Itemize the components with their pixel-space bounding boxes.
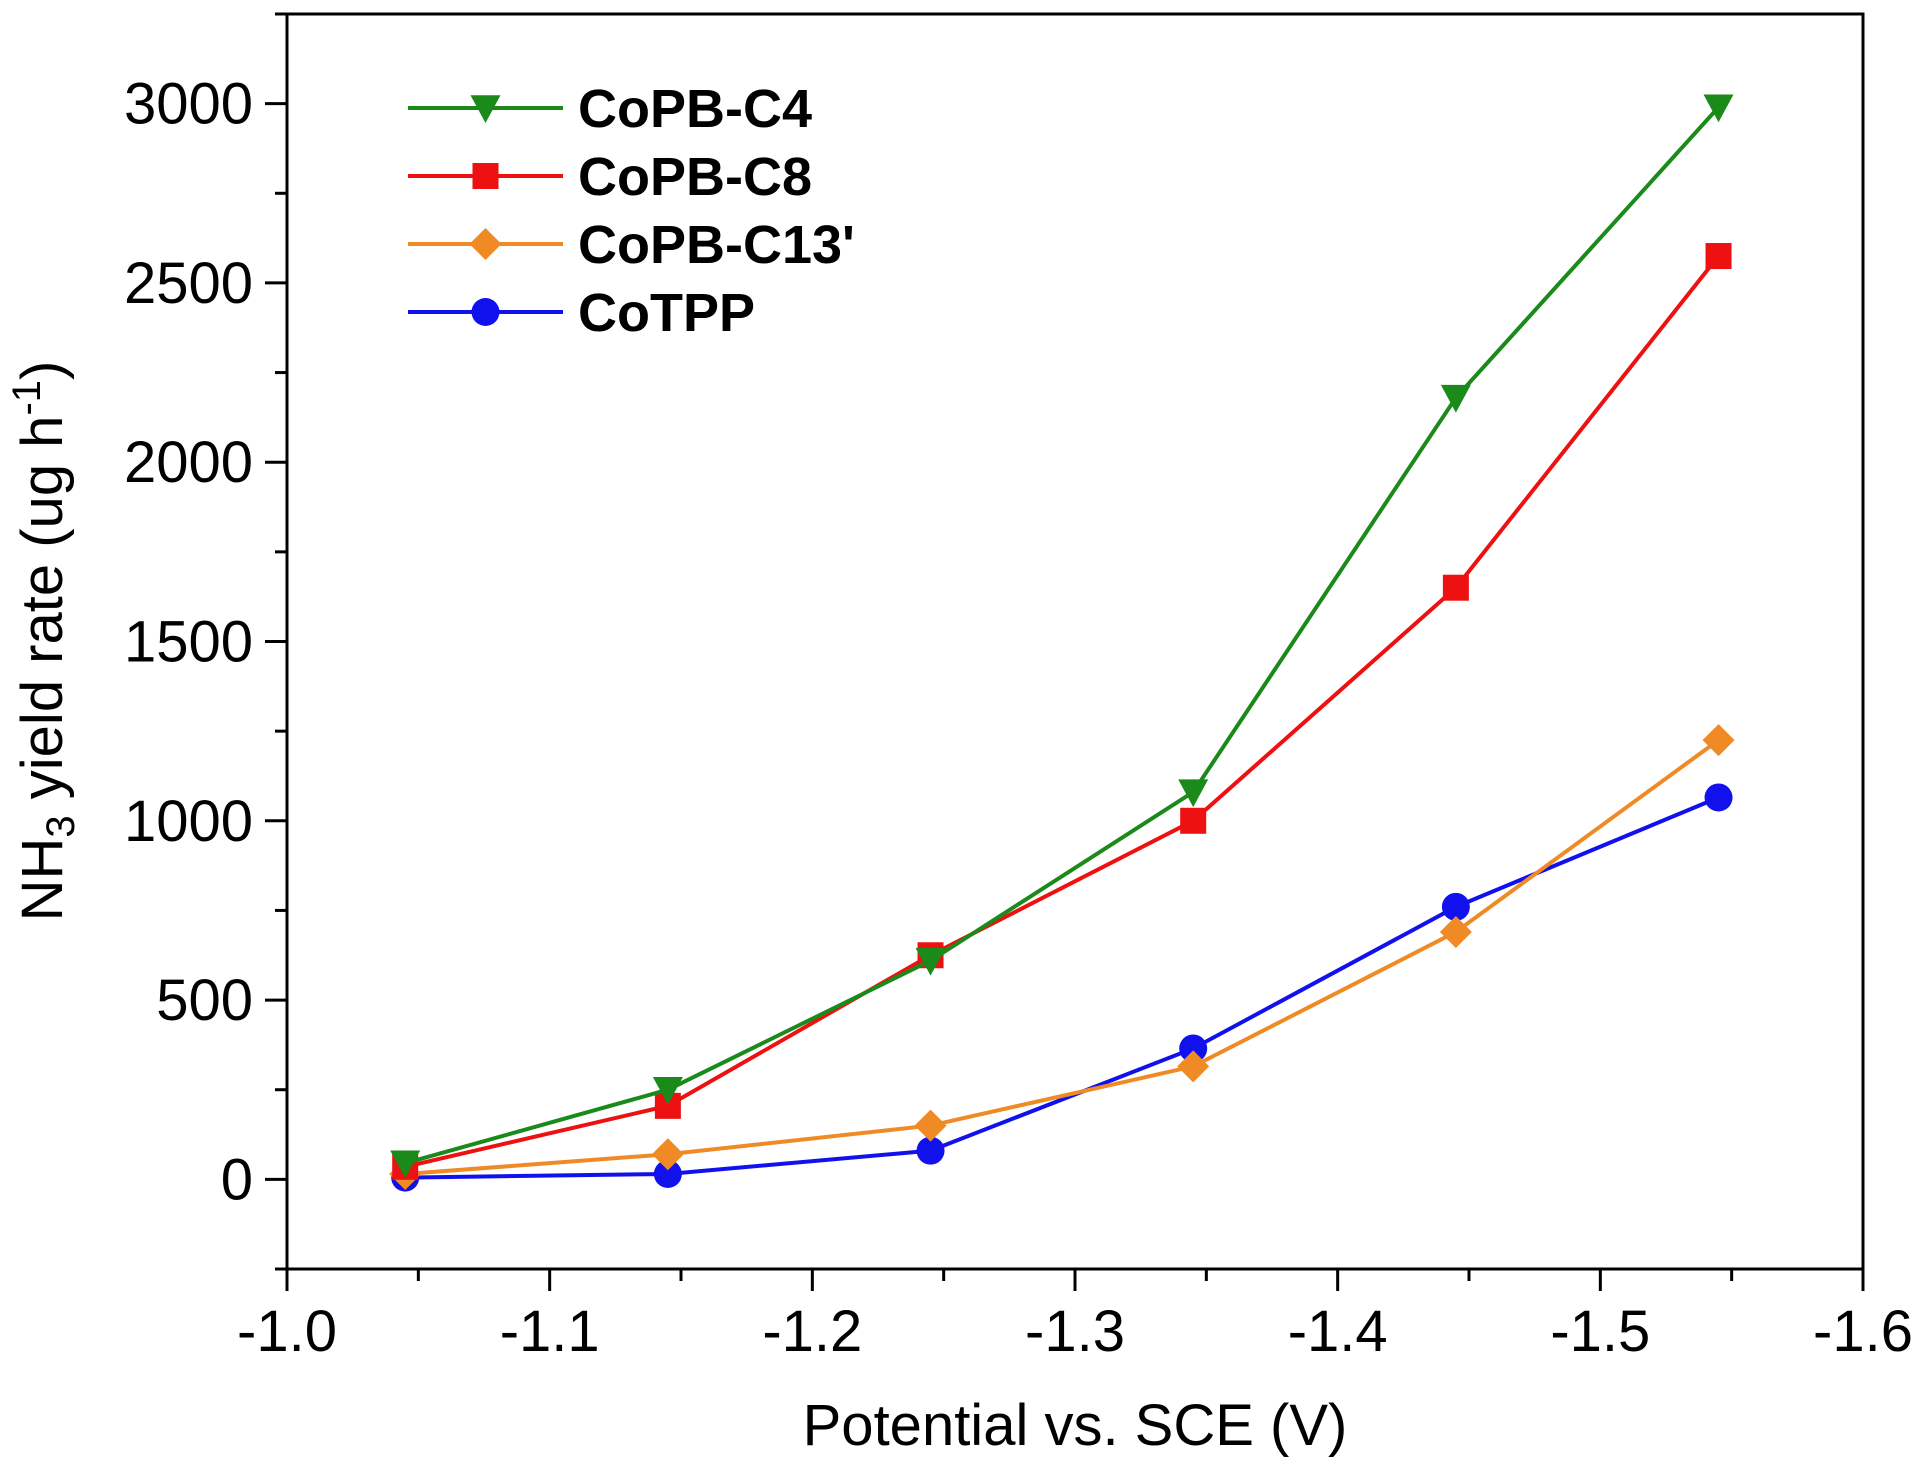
series-copb-c13- <box>389 724 1735 1190</box>
x-tick-label: -1.1 <box>500 1299 600 1364</box>
y-axis-title-suffix: ) <box>10 361 75 380</box>
plot-frame <box>285 12 1865 1271</box>
data-point <box>1439 915 1472 948</box>
data-point <box>914 1109 947 1142</box>
data-point <box>1702 724 1735 757</box>
series-line <box>405 795 1720 1180</box>
data-point <box>915 947 946 976</box>
x-tick-label: -1.3 <box>1025 1299 1125 1364</box>
legend-entry: CoPB-C8 <box>408 147 812 207</box>
legend-marker <box>472 163 499 189</box>
y-tick-label: 1000 <box>124 789 253 854</box>
y-axis-title-prefix: NH <box>10 838 75 922</box>
legend-entry: CoPB-C4 <box>408 79 812 139</box>
data-point <box>1704 783 1733 812</box>
data-point <box>1442 574 1469 601</box>
data-point <box>1179 1034 1208 1063</box>
data-point <box>1440 384 1471 413</box>
x-axis-title: Potential vs. SCE (V) <box>803 1393 1348 1458</box>
data-point <box>653 1159 682 1188</box>
y-axis-title-middle: yield rate (ug h <box>10 416 75 816</box>
legend-marker <box>471 298 500 326</box>
legend-marker <box>469 228 502 260</box>
legend-label: CoPB-C13' <box>578 215 855 275</box>
legend: CoPB-C4 CoPB-C8 CoPB-C13' CoTPP <box>408 79 855 343</box>
legend-entry: CoPB-C13' <box>408 215 855 275</box>
series-layer <box>389 94 1735 1192</box>
series-line <box>405 738 1720 1176</box>
legend-label: CoTPP <box>578 283 755 343</box>
data-point <box>1177 1050 1210 1083</box>
y-tick-label: 3000 <box>124 72 253 137</box>
data-point <box>1178 779 1209 808</box>
x-tick-label: -1.2 <box>762 1299 862 1364</box>
legend-marker <box>470 95 501 123</box>
series-line <box>404 254 1721 1169</box>
y-tick-label: 2500 <box>124 251 253 316</box>
data-point <box>916 1136 945 1165</box>
data-point <box>652 1076 683 1105</box>
data-point <box>1441 892 1470 921</box>
data-point <box>390 1150 421 1179</box>
series-line <box>404 105 1721 1166</box>
series-cotpp <box>391 783 1733 1192</box>
x-tick-label: -1.6 <box>1813 1299 1913 1364</box>
y-tick-label: 500 <box>156 968 253 1033</box>
series-copb-c8 <box>392 243 1732 1180</box>
legend-label: CoPB-C4 <box>578 79 812 139</box>
data-point <box>1703 94 1734 123</box>
y-tick-label: 1500 <box>124 610 253 675</box>
y-tick-label: 0 <box>221 1147 253 1212</box>
y-tick-label: 2000 <box>124 430 253 495</box>
data-point <box>651 1138 684 1171</box>
x-tick-label: -1.4 <box>1288 1299 1388 1364</box>
legend-entry: CoTPP <box>408 283 755 343</box>
y-axis-title-sub: 3 <box>39 815 83 837</box>
y-axis-title: NH3 yield rate (ug h-1) <box>5 361 83 922</box>
legend-label: CoPB-C8 <box>578 147 812 207</box>
data-point <box>1180 807 1207 834</box>
series-copb-c4 <box>390 94 1734 1179</box>
x-tick-label: -1.5 <box>1550 1299 1650 1364</box>
x-tick-label: -1.0 <box>237 1299 337 1364</box>
data-point <box>1705 243 1732 270</box>
y-axis-title-sup: -1 <box>5 380 49 416</box>
axis-ticks: -1.0 -1.1 -1.2 -1.3 -1.4 -1.5 -1.6 0 500 1000 1500… <box>124 12 1913 1364</box>
